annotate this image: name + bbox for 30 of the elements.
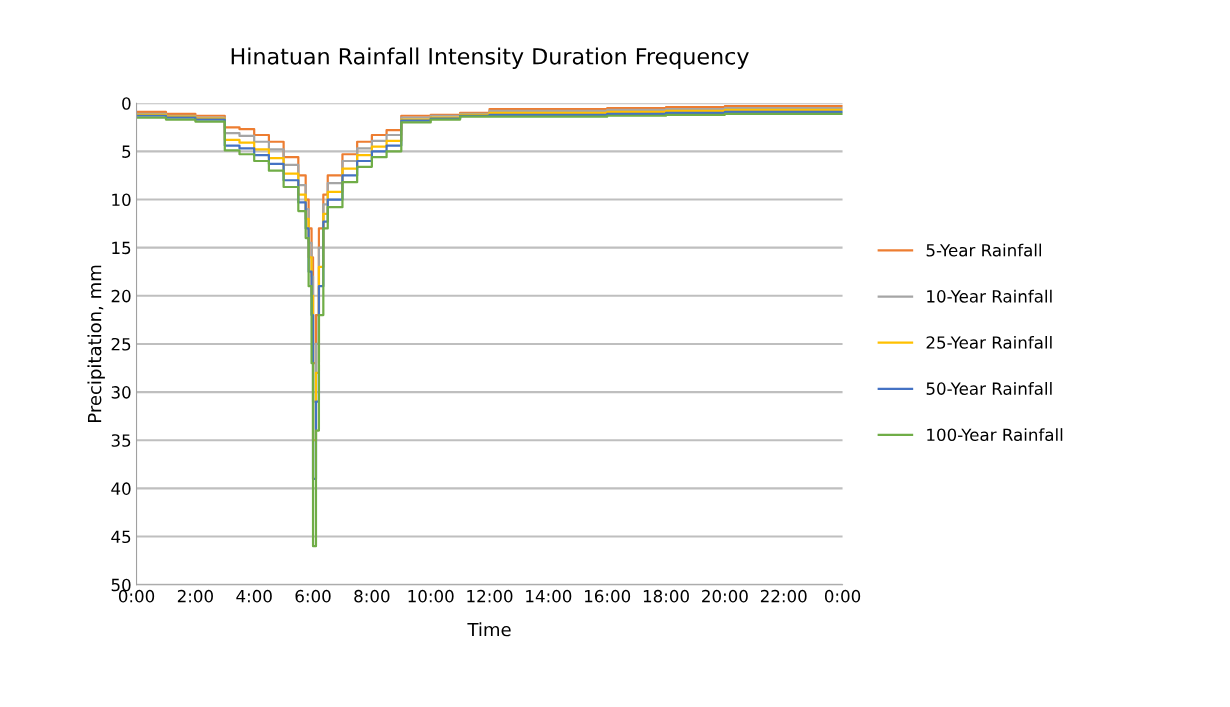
y-tick-label: 35 <box>111 434 131 447</box>
x-tick-label: 2:00 <box>177 589 213 603</box>
y-tick-label: 5 <box>122 145 131 158</box>
chart-title: Hinatuan Rainfall Intensity Duration Frequency <box>231 47 749 69</box>
legend-label: 100-Year Rainfall <box>927 428 1063 442</box>
legend-label: 5-Year Rainfall <box>926 243 1042 257</box>
x-tick-label: 6:00 <box>295 589 331 603</box>
x-tick-label: 4:00 <box>236 589 272 603</box>
x-axis-title: Time <box>467 622 511 637</box>
x-tick-label: 12:00 <box>467 589 513 603</box>
legend-label: 50-Year Rainfall <box>926 382 1052 395</box>
y-tick-label: 10 <box>112 193 131 207</box>
y-tick-label: 30 <box>111 386 131 399</box>
y-tick-label: 45 <box>111 530 131 544</box>
x-tick-label: 10:00 <box>408 589 454 603</box>
x-tick-label: 20:00 <box>702 589 748 603</box>
y-tick-label: 20 <box>111 289 131 303</box>
y-tick-label: 0 <box>122 97 131 110</box>
y-axis-title: Precipitation, mm <box>87 265 105 422</box>
x-tick-label: 16:00 <box>585 589 631 603</box>
y-tick-label: 40 <box>111 482 131 495</box>
x-tick-label: 18:00 <box>643 589 689 603</box>
y-tick-label: 25 <box>111 337 131 351</box>
x-tick-label: 0:00 <box>824 589 861 603</box>
x-tick-label: 14:00 <box>526 589 572 603</box>
x-tick-label: 8:00 <box>354 589 390 603</box>
legend-label: 10-Year Rainfall <box>927 289 1052 303</box>
y-tick-label: 15 <box>112 241 131 255</box>
legend-label: 25-Year Rainfall <box>926 335 1052 349</box>
x-tick-label: 22:00 <box>760 589 807 603</box>
